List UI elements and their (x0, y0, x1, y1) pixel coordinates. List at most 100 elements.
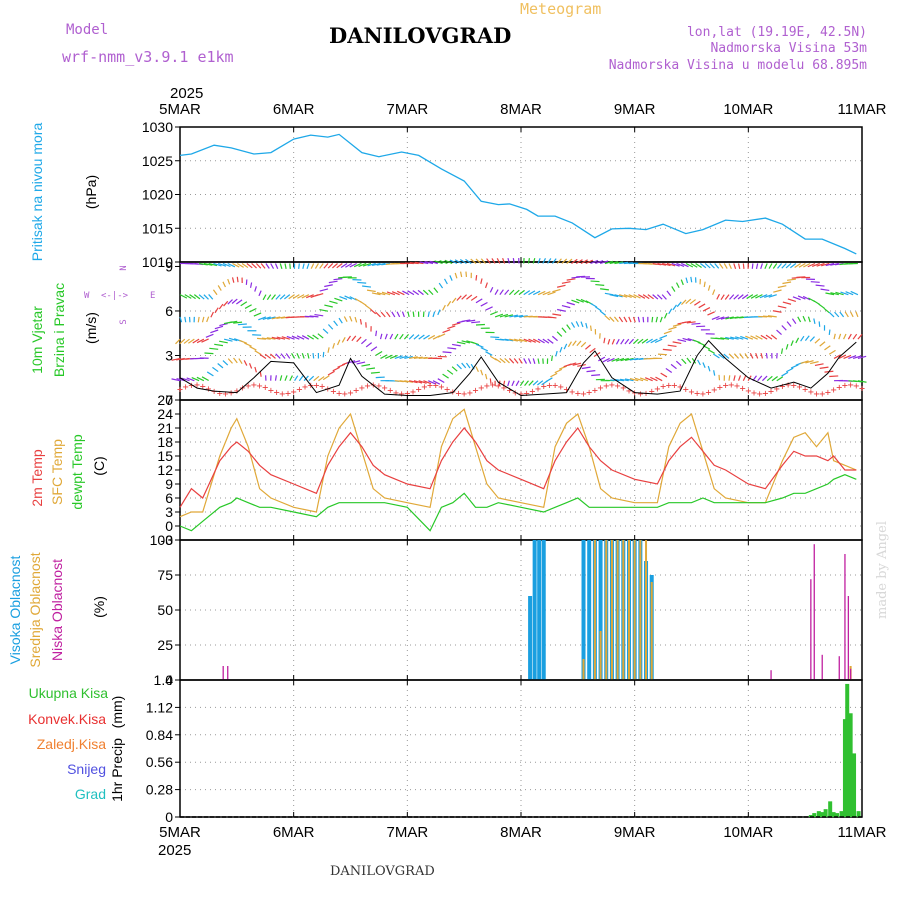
wind-barb (647, 294, 654, 300)
wind-barb (598, 356, 606, 362)
wind-barb (412, 290, 420, 296)
wind-marker: + (188, 380, 194, 391)
wind-barb (260, 263, 266, 269)
elevation-text: Nadmorska Visina 53m (710, 41, 867, 56)
wind-barb (737, 294, 744, 300)
wind-barb (502, 258, 506, 264)
wind-barb (271, 336, 281, 340)
station-title: DANILOVGRAD (329, 23, 511, 48)
wind-barb (353, 262, 362, 268)
wind-barb (613, 316, 619, 323)
wind-barb (210, 311, 214, 318)
precip-bar (808, 815, 813, 817)
wind-barb (580, 321, 584, 328)
wind-barb (646, 338, 653, 344)
wind-barb (514, 338, 523, 342)
wind-marker: + (421, 382, 427, 393)
wind-barb (359, 319, 363, 325)
wind-barb (700, 263, 707, 269)
wind-barb (429, 260, 438, 265)
wind-barb (519, 380, 525, 387)
wind-barb (623, 316, 628, 323)
wind-barb (212, 289, 218, 296)
wind-barb (357, 281, 367, 284)
wind-barb (737, 263, 741, 269)
wind-barb (749, 353, 754, 359)
y-tick-label: 0.28 (146, 782, 173, 798)
wind-barb (785, 263, 792, 269)
wind-barb (513, 358, 519, 364)
wind-barb (422, 289, 429, 296)
credit-text: made by Angel (875, 521, 890, 619)
wind-barb (297, 294, 305, 299)
wind-barb (838, 354, 847, 359)
legend-ukupna-kisa: Ukupna Kisa (29, 685, 109, 701)
wind-marker: + (177, 385, 183, 396)
top-day-labels: 5MAR 6MAR 7MAR 8MAR 9MAR 10MAR 11MAR (159, 101, 886, 118)
wind-barb (206, 371, 214, 377)
wind-barb (475, 275, 478, 281)
wind-barb (175, 338, 181, 345)
wind-barb (437, 378, 445, 383)
wind-barb (629, 378, 639, 382)
wind-marker: + (768, 386, 774, 397)
wind-marker: + (285, 389, 291, 400)
cloud-bar (610, 540, 613, 680)
wind-barb (237, 323, 247, 326)
wind-barb (208, 262, 218, 267)
wind-barb (604, 315, 611, 321)
wind-barb (253, 312, 262, 317)
bottom-day-label: 10MAR (723, 824, 773, 841)
wind-marker: + (706, 388, 712, 399)
wind-barb (821, 262, 830, 267)
model-name: wrf-nmm_v3.9.1 e1km (62, 48, 234, 66)
wind-barb (485, 306, 493, 311)
wind-barb (537, 258, 541, 264)
wind-barb (672, 304, 677, 311)
wind-barb (231, 298, 238, 304)
wind-barb (782, 281, 792, 285)
wind-barb (611, 357, 620, 362)
wind-barb (804, 335, 810, 342)
y-tick-label: 1025 (142, 153, 173, 169)
wind-barb (289, 375, 293, 381)
wind-barb (571, 299, 580, 304)
wind-barb (585, 259, 594, 265)
wind-barb (606, 357, 615, 363)
wind-barb (777, 285, 787, 289)
wind-barb (341, 337, 346, 343)
y-tick-label: 12 (157, 462, 173, 478)
wind-barb (227, 278, 231, 285)
wind-barb (557, 284, 566, 288)
wind-barb (663, 312, 668, 319)
panel-frame (179, 679, 863, 818)
wind-barb (547, 316, 557, 319)
wind-barb (466, 319, 476, 323)
wind-barb (840, 291, 849, 296)
wind-barb (725, 316, 734, 320)
wind-barb (471, 341, 480, 346)
cloud-bar (593, 540, 596, 680)
wind-barb (556, 331, 563, 337)
wind-barb (449, 259, 458, 265)
wind-barb (518, 289, 525, 296)
wind-barb (685, 262, 694, 268)
wind-marker: + (302, 382, 308, 393)
wind-barb (291, 335, 300, 340)
precip-bar (823, 809, 828, 817)
wind-barb (671, 262, 680, 267)
wind-barb (724, 294, 730, 300)
wind-barb (356, 361, 366, 365)
wind-barb (764, 294, 773, 299)
wind-barb (537, 338, 545, 344)
wind-barb (196, 376, 205, 382)
wind-barb (810, 361, 819, 365)
wind-barb (201, 338, 209, 343)
wind-barb (760, 263, 763, 269)
y-tick-label: 0.56 (146, 754, 173, 770)
wind-barb (490, 336, 500, 339)
wind-barb (171, 357, 181, 361)
pressure-panel: 1010 1015 1020 1025 1030 (142, 119, 863, 270)
wind-barb (504, 338, 514, 342)
wind-barb (545, 377, 553, 383)
